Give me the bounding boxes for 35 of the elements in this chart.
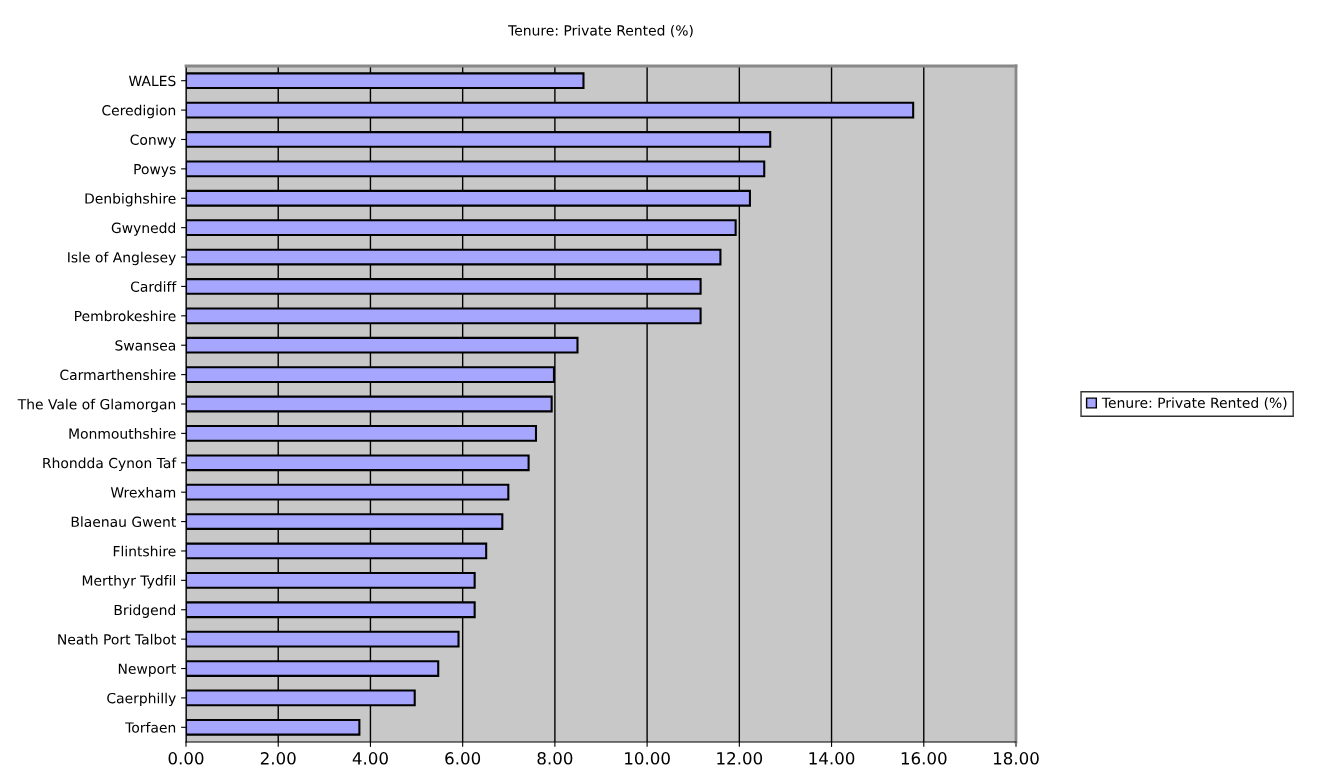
y-tick-label: Pembrokeshire	[75, 310, 176, 322]
y-tick-label: WALES	[128, 75, 176, 87]
y-tick-label: Isle of Anglesey	[68, 251, 176, 266]
y-tick-label: Wrexham	[110, 486, 176, 498]
y-tick-label: Gwynedd	[111, 222, 176, 236]
y-tick-label: Newport	[118, 663, 176, 677]
x-tick-label: 14.00	[809, 752, 855, 765]
x-tick-label: 0.00	[168, 752, 204, 765]
y-tick-label: Conwy	[130, 134, 176, 148]
y-tick-label: Swansea	[115, 340, 176, 351]
x-tick-label: 6.00	[445, 752, 481, 765]
chart-title: Tenure: Private Rented (%)	[508, 24, 693, 38]
y-tick-label: Neath Port Talbot	[58, 633, 176, 645]
y-tick-label: Ceredigion	[102, 104, 176, 119]
y-tick-label: The Vale of Glamorgan	[17, 398, 176, 413]
x-tick-label: 8.00	[537, 752, 573, 765]
y-tick-label: Flintshire	[113, 545, 176, 557]
y-tick-label: Blaenau Gwent	[71, 516, 176, 528]
y-tick-label: Cardiff	[130, 281, 177, 292]
y-tick-label: Caerphilly	[107, 692, 176, 707]
y-tick-label: Merthyr Tydfil	[82, 575, 175, 589]
x-tick-label: 2.00	[260, 752, 296, 765]
y-tick-label: Bridgend	[114, 604, 176, 618]
y-tick-label: Carmarthenshire	[60, 369, 176, 381]
x-tick-label: 18.00	[993, 752, 1039, 765]
y-tick-label: Powys	[134, 164, 176, 178]
x-tick-label: 4.00	[352, 752, 388, 765]
legend-label: Tenure: Private Rented (%)	[1101, 397, 1287, 410]
x-tick-label: 16.00	[901, 752, 947, 765]
x-tick-label: 10.00	[625, 752, 670, 765]
y-tick-label: Torfaen	[125, 722, 176, 733]
y-tick-label: Denbighshire	[85, 192, 176, 207]
y-tick-label: Rhondda Cynon Taf	[43, 457, 177, 471]
x-tick-label: 12.00	[717, 752, 763, 765]
y-tick-label: Monmouthshire	[69, 428, 176, 439]
